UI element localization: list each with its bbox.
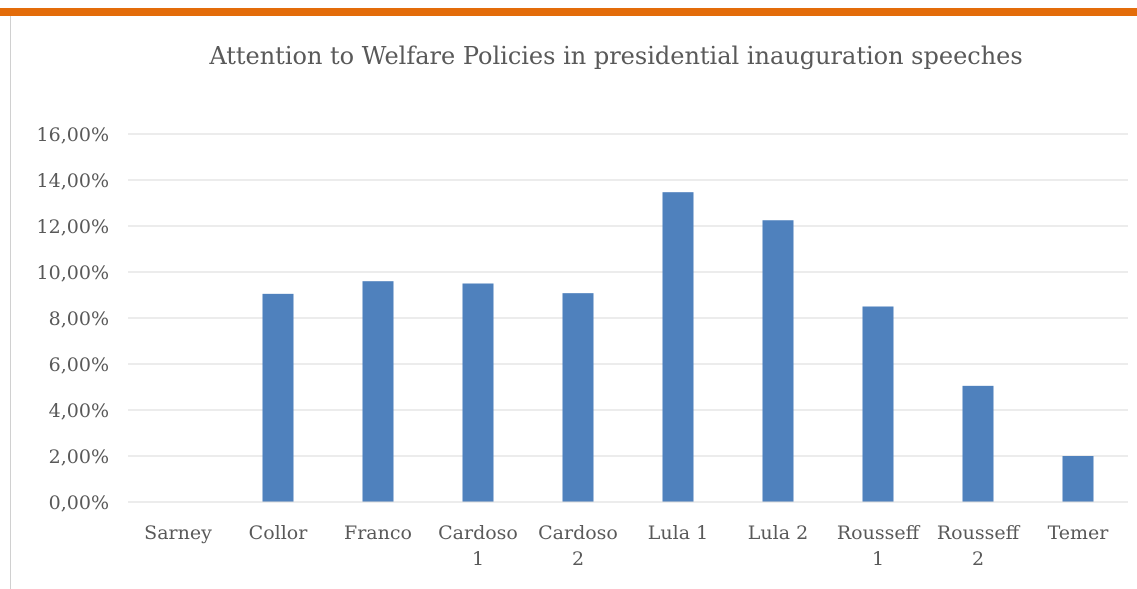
bar [762,220,794,502]
x-tick-label: 2 [972,548,984,570]
x-tick-label: Collor [249,522,309,544]
y-axis-ticks: 0,00% 2,00% 4,00% 6,00% 8,00% 10,00% 12,00% 14,… [37,124,109,514]
document-accent-bar [0,8,1137,16]
bar [262,293,294,502]
chart-title: Attention to Welfare Policies in preside… [208,42,1022,70]
y-tick-label: 4,00% [49,400,109,422]
chart-frame: Attention to Welfare Policies in preside… [10,16,1137,589]
x-tick-label: Lula 2 [748,522,808,544]
x-tick-label: Cardoso [538,522,618,544]
bar [362,281,394,502]
y-tick-label: 8,00% [49,308,109,330]
bar [962,385,994,502]
x-tick-label: Lula 1 [648,522,708,544]
x-tick-label: Sarney [144,522,212,544]
bars [262,192,1094,502]
bar [662,192,694,502]
gridlines [128,133,1128,457]
y-tick-label: 12,00% [37,216,109,238]
x-tick-label: Temer [1048,522,1110,544]
y-tick-label: 2,00% [49,446,109,468]
bar [862,306,894,502]
x-axis-labels: Sarney Collor Franco Cardoso 1 Cardoso 2 Lula 1… [144,522,1109,570]
x-tick-label: 1 [872,548,884,570]
bar-chart: Attention to Welfare Policies in preside… [37,42,1128,570]
x-tick-label: 1 [472,548,484,570]
y-tick-label: 0,00% [49,492,109,514]
y-tick-label: 16,00% [37,124,109,146]
bar [562,293,594,502]
x-tick-label: Franco [344,522,412,544]
bar [462,283,494,502]
x-tick-label: Rousseff [937,522,1021,544]
x-tick-label: Rousseff [837,522,921,544]
y-tick-label: 14,00% [37,170,109,192]
x-tick-label: 2 [572,548,584,570]
y-tick-label: 6,00% [49,354,109,376]
y-tick-label: 10,00% [37,262,109,284]
x-tick-label: Cardoso [438,522,518,544]
bar [1062,456,1094,502]
